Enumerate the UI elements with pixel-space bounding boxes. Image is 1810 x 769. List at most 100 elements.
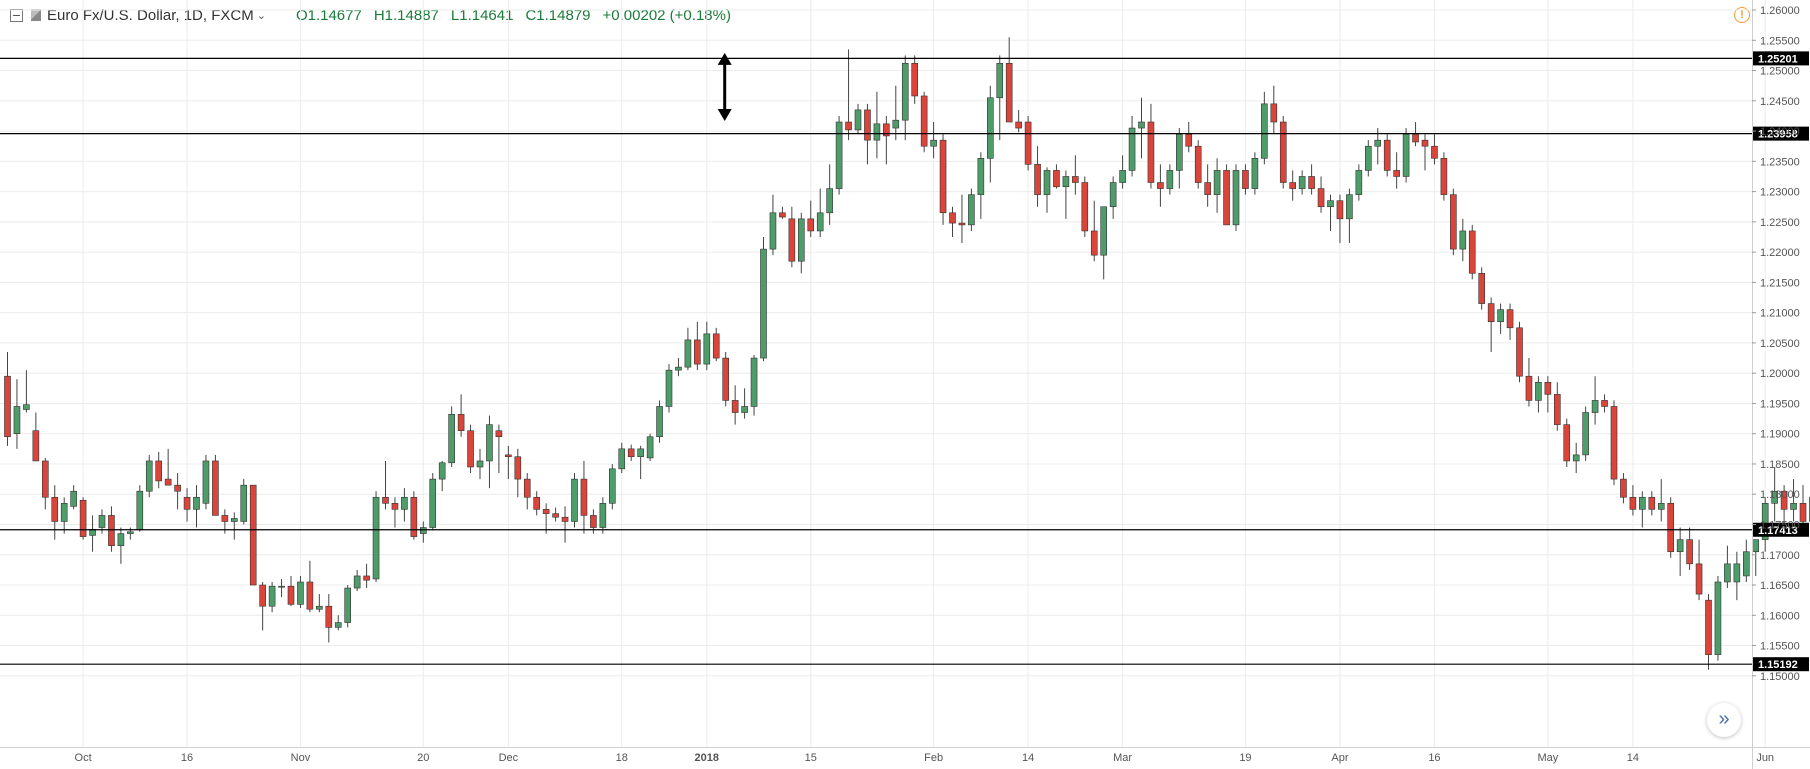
candle: [1279, 115, 1287, 189]
horizontal-lines[interactable]: 1.25201 1.23958 1.17413 1.15192: [0, 51, 1809, 672]
candle-body: [183, 496, 191, 510]
level-price-label: 1.23958: [1758, 129, 1798, 141]
price-axis[interactable]: 1.15000 1.15500 1.16000 1.16500 1.17000 1.175…: [1752, 0, 1800, 769]
candle-body: [1554, 394, 1561, 425]
candle-body: [1412, 133, 1419, 143]
candle-body: [1128, 127, 1136, 171]
candle-body: [1450, 194, 1457, 250]
collapse-icon[interactable]: [10, 8, 23, 22]
candle-body: [98, 515, 106, 528]
y-tick-label: 1.25000: [1760, 66, 1800, 78]
candle-body: [1204, 182, 1211, 195]
candle-body: [873, 123, 881, 141]
x-tick-label: Oct: [75, 752, 92, 764]
candle: [1194, 140, 1202, 189]
candle-body: [1251, 158, 1259, 189]
candle: [438, 460, 446, 492]
y-tick-label: 1.20000: [1760, 368, 1800, 380]
candle: [391, 497, 399, 528]
candle-body: [1506, 309, 1514, 329]
y-tick-label: 1.15500: [1760, 641, 1800, 653]
candle-body: [287, 585, 295, 605]
scroll-to-realtime-button[interactable]: »: [1707, 703, 1741, 737]
candle-body: [193, 496, 200, 510]
candle: [363, 563, 370, 589]
candle: [240, 479, 248, 525]
candle-body: [986, 97, 994, 159]
candle-body: [306, 581, 314, 610]
candle-body: [1100, 206, 1107, 256]
candle: [1582, 406, 1589, 461]
candle: [1648, 491, 1656, 516]
candle-body: [901, 62, 909, 121]
candle-body: [1629, 496, 1637, 510]
candle-body: [1639, 496, 1646, 510]
candle-body: [174, 484, 181, 492]
annotations: [717, 52, 732, 121]
candle: [1298, 170, 1306, 195]
candle-body: [646, 436, 654, 459]
candle: [174, 473, 181, 510]
candle: [231, 512, 238, 540]
candle: [212, 454, 219, 516]
candle: [1780, 485, 1788, 528]
chevron-down-icon[interactable]: ⌄: [256, 9, 266, 22]
candle: [816, 188, 824, 237]
candle: [779, 206, 786, 219]
candle: [41, 457, 49, 510]
candle-body: [1648, 496, 1656, 510]
candle: [1393, 152, 1400, 189]
level-price-tag: [1753, 126, 1809, 141]
candle-body: [561, 516, 569, 522]
candle-body: [13, 406, 21, 435]
candle: [457, 394, 465, 437]
candle: [1506, 303, 1514, 340]
candle: [1365, 140, 1372, 177]
y-tick-label: 1.16000: [1760, 610, 1800, 622]
candle: [826, 164, 833, 225]
candle: [514, 448, 522, 498]
candle-body: [1478, 273, 1485, 304]
arrow-head-up: [717, 52, 732, 65]
candle-body: [788, 218, 796, 262]
y-tick-label: 1.18000: [1760, 489, 1800, 501]
candle: [1601, 394, 1608, 413]
candle-body: [136, 490, 144, 530]
candle-body: [769, 212, 777, 250]
candle: [136, 485, 144, 532]
x-tick-label: 19: [1239, 752, 1251, 764]
candle-body: [127, 531, 134, 534]
candle-body: [741, 406, 748, 413]
candle: [1005, 37, 1013, 123]
candle: [1138, 97, 1145, 159]
time-axis[interactable]: Oct 16 Nov 20 Dec 18 2018 15 Feb 14 Mar 19 Apr 16 May 1…: [0, 747, 1810, 765]
symbol-title[interactable]: Euro Fx/U.S. Dollar, 1D, FXCM: [47, 6, 254, 24]
candle-body: [750, 357, 758, 407]
candle: [1109, 176, 1117, 219]
candle: [164, 448, 172, 486]
candle-body: [1157, 182, 1164, 189]
symbol-flag-icon: [31, 9, 41, 21]
candle-body: [1185, 133, 1193, 147]
y-tick-label: 1.20500: [1760, 338, 1800, 350]
candle-body: [1516, 327, 1523, 377]
candle-body: [448, 414, 455, 464]
candle-body: [476, 460, 484, 468]
candle: [901, 55, 909, 141]
candle-body: [1695, 563, 1703, 595]
candle: [750, 355, 758, 416]
candle-body: [968, 194, 975, 226]
candle-body: [854, 109, 862, 131]
alert-icon[interactable]: !: [1734, 7, 1750, 23]
candle-body: [51, 496, 59, 522]
candle-body: [1355, 170, 1363, 195]
candle: [486, 415, 493, 489]
candle-body: [1062, 176, 1070, 188]
candle-body: [1525, 375, 1533, 401]
y-tick-label: 1.16500: [1760, 580, 1800, 592]
candle-body: [1544, 381, 1552, 395]
candle-body: [675, 366, 682, 371]
candle: [675, 358, 682, 377]
y-tick-label: 1.24000: [1760, 126, 1800, 138]
